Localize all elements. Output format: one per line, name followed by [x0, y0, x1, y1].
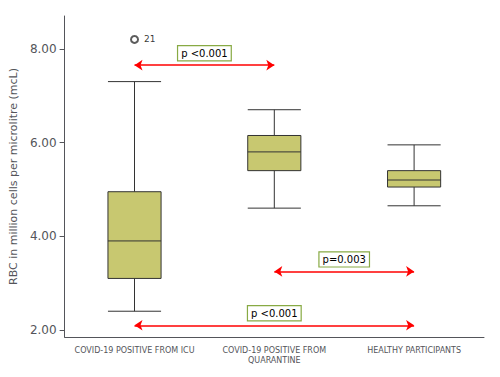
svg-text:COVID-19 POSITIVE FROM ICU: COVID-19 POSITIVE FROM ICU: [75, 346, 195, 355]
svg-text:QUARANTINE: QUARANTINE: [248, 356, 301, 365]
svg-text:HEALTHY PARTICIPANTS: HEALTHY PARTICIPANTS: [367, 346, 461, 355]
svg-text:p <0.001: p <0.001: [181, 48, 228, 59]
svg-text:21: 21: [144, 34, 155, 44]
svg-text:COVID-19 POSITIVE FROM: COVID-19 POSITIVE FROM: [223, 346, 327, 355]
svg-text:RBC in million cells per micro: RBC in million cells per microlitre (mcL…: [7, 68, 20, 285]
svg-text:p=0.003: p=0.003: [323, 254, 366, 265]
svg-text:4.00: 4.00: [30, 229, 57, 243]
svg-text:6.00: 6.00: [30, 136, 57, 150]
svg-text:8.00: 8.00: [30, 42, 57, 56]
svg-text:2.00: 2.00: [30, 323, 57, 337]
svg-text:p <0.001: p <0.001: [251, 308, 298, 319]
